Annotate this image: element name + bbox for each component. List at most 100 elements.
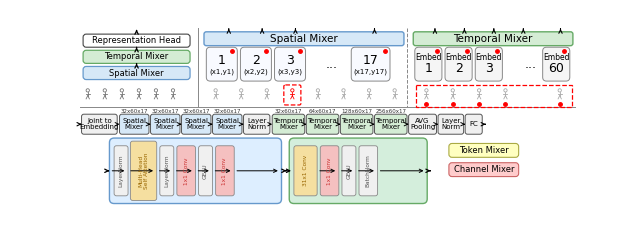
Text: 128x60x17: 128x60x17 bbox=[341, 109, 372, 114]
Text: Mixer: Mixer bbox=[187, 124, 205, 130]
FancyBboxPatch shape bbox=[476, 47, 502, 81]
Text: Multi-Head
Self Attetion: Multi-Head Self Attetion bbox=[138, 153, 149, 189]
Text: Token Mixer: Token Mixer bbox=[459, 146, 509, 155]
Text: Temporal: Temporal bbox=[307, 118, 339, 124]
Text: Mixer: Mixer bbox=[156, 124, 175, 130]
Text: Temporal Mixer: Temporal Mixer bbox=[104, 52, 169, 61]
Text: Representation Head: Representation Head bbox=[92, 36, 181, 45]
FancyBboxPatch shape bbox=[131, 141, 157, 200]
Text: Mixer: Mixer bbox=[125, 124, 144, 130]
Text: 32x60x17: 32x60x17 bbox=[182, 109, 210, 114]
Text: 3: 3 bbox=[286, 54, 294, 67]
Text: 60: 60 bbox=[548, 62, 564, 75]
Text: 1: 1 bbox=[218, 54, 226, 67]
Text: Channel Mixer: Channel Mixer bbox=[454, 165, 514, 174]
Text: Spatial: Spatial bbox=[122, 118, 147, 124]
Text: ...: ... bbox=[525, 58, 537, 71]
Text: (x17,y17): (x17,y17) bbox=[354, 69, 388, 75]
FancyBboxPatch shape bbox=[307, 114, 339, 134]
Text: Mixer: Mixer bbox=[347, 124, 366, 130]
FancyBboxPatch shape bbox=[244, 114, 270, 134]
Text: (x2,y2): (x2,y2) bbox=[244, 69, 268, 75]
Text: AVG: AVG bbox=[415, 118, 429, 124]
Text: LayerNorm: LayerNorm bbox=[164, 154, 170, 187]
FancyBboxPatch shape bbox=[275, 47, 305, 81]
FancyBboxPatch shape bbox=[374, 114, 407, 134]
FancyBboxPatch shape bbox=[359, 146, 378, 196]
FancyBboxPatch shape bbox=[413, 32, 573, 46]
FancyBboxPatch shape bbox=[340, 114, 373, 134]
FancyBboxPatch shape bbox=[83, 66, 190, 79]
Text: GELU: GELU bbox=[346, 163, 351, 179]
FancyBboxPatch shape bbox=[83, 34, 190, 47]
FancyBboxPatch shape bbox=[320, 146, 339, 196]
Text: Temporal Mixer: Temporal Mixer bbox=[453, 34, 532, 44]
FancyBboxPatch shape bbox=[212, 114, 242, 134]
FancyBboxPatch shape bbox=[294, 146, 317, 196]
Text: Temporal: Temporal bbox=[341, 118, 372, 124]
Text: Norm: Norm bbox=[247, 124, 266, 130]
Text: 3: 3 bbox=[485, 62, 493, 75]
Text: FC: FC bbox=[469, 121, 478, 127]
FancyBboxPatch shape bbox=[198, 146, 212, 196]
FancyBboxPatch shape bbox=[206, 47, 237, 81]
FancyBboxPatch shape bbox=[120, 114, 149, 134]
FancyBboxPatch shape bbox=[438, 114, 463, 134]
Text: GELU: GELU bbox=[203, 163, 208, 179]
Text: Mixer: Mixer bbox=[313, 124, 332, 130]
Text: Spatial Mixer: Spatial Mixer bbox=[109, 69, 164, 78]
FancyBboxPatch shape bbox=[449, 163, 518, 177]
Text: BatchNorm: BatchNorm bbox=[366, 154, 371, 187]
Text: Embed: Embed bbox=[415, 54, 442, 62]
FancyBboxPatch shape bbox=[415, 47, 442, 81]
FancyBboxPatch shape bbox=[543, 47, 570, 81]
Text: Embedding: Embedding bbox=[80, 124, 119, 130]
Text: Temporal: Temporal bbox=[375, 118, 406, 124]
FancyBboxPatch shape bbox=[204, 32, 404, 46]
FancyBboxPatch shape bbox=[160, 146, 174, 196]
FancyBboxPatch shape bbox=[408, 114, 436, 134]
FancyBboxPatch shape bbox=[342, 146, 356, 196]
Text: 32x60x17: 32x60x17 bbox=[152, 109, 179, 114]
Text: Pooling: Pooling bbox=[410, 124, 435, 130]
Text: Temporal: Temporal bbox=[273, 118, 305, 124]
FancyBboxPatch shape bbox=[83, 50, 190, 63]
Text: 1x1 Conv: 1x1 Conv bbox=[327, 157, 332, 185]
FancyBboxPatch shape bbox=[449, 144, 518, 157]
FancyBboxPatch shape bbox=[216, 146, 234, 196]
Text: ...: ... bbox=[326, 58, 338, 71]
FancyBboxPatch shape bbox=[81, 114, 117, 134]
Text: LayerNorm: LayerNorm bbox=[118, 154, 124, 187]
Text: Spatial: Spatial bbox=[215, 118, 239, 124]
Text: Joint to: Joint to bbox=[87, 118, 112, 124]
Text: Spatial: Spatial bbox=[153, 118, 177, 124]
FancyBboxPatch shape bbox=[182, 114, 211, 134]
Text: Norm: Norm bbox=[442, 124, 460, 130]
Text: (x1,y1): (x1,y1) bbox=[209, 69, 234, 75]
FancyBboxPatch shape bbox=[114, 146, 128, 196]
Text: Mixer: Mixer bbox=[218, 124, 237, 130]
Text: 256x60x17: 256x60x17 bbox=[375, 109, 406, 114]
FancyBboxPatch shape bbox=[150, 114, 180, 134]
FancyBboxPatch shape bbox=[241, 47, 271, 81]
Bar bbox=[415, 85, 572, 106]
Text: 32x60x17: 32x60x17 bbox=[214, 109, 241, 114]
Text: Spatial Mixer: Spatial Mixer bbox=[270, 34, 338, 44]
Text: 2: 2 bbox=[252, 54, 260, 67]
FancyBboxPatch shape bbox=[289, 138, 428, 203]
FancyBboxPatch shape bbox=[272, 114, 305, 134]
Text: 1: 1 bbox=[424, 62, 432, 75]
Text: 32x60x17: 32x60x17 bbox=[120, 109, 148, 114]
FancyBboxPatch shape bbox=[465, 114, 482, 134]
Text: 2: 2 bbox=[454, 62, 463, 75]
Text: 1x1 Conv: 1x1 Conv bbox=[223, 157, 227, 185]
Text: Mixer: Mixer bbox=[279, 124, 298, 130]
Text: 32x60x17: 32x60x17 bbox=[275, 109, 302, 114]
Text: (x3,y3): (x3,y3) bbox=[278, 69, 303, 75]
FancyBboxPatch shape bbox=[177, 146, 195, 196]
Text: Embed: Embed bbox=[476, 54, 502, 62]
Text: 64x60x17: 64x60x17 bbox=[309, 109, 337, 114]
Text: Spatial: Spatial bbox=[184, 118, 208, 124]
Text: Layer: Layer bbox=[247, 118, 266, 124]
Text: Embed: Embed bbox=[445, 54, 472, 62]
